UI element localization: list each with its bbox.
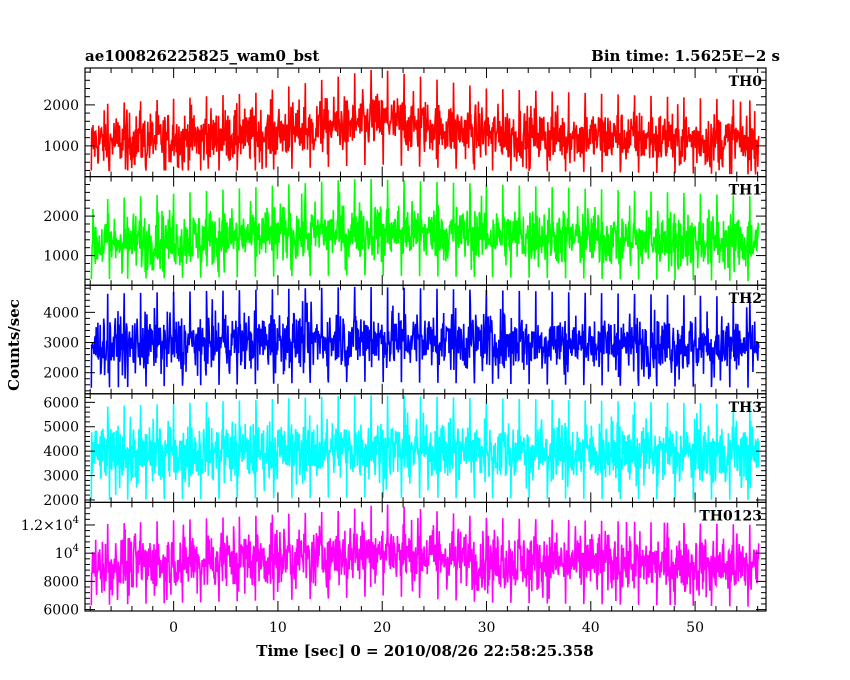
series-line-th0	[90, 69, 760, 175]
y-tick-exponent: 4	[73, 515, 79, 526]
y-tick-label: 2000	[43, 98, 79, 114]
y-tick-label: 2000	[43, 366, 79, 382]
panel-th2: 2000 3000 4000 TH2	[43, 284, 767, 395]
panel-label-th2: TH2	[729, 291, 762, 307]
plot-title-left: ae100826225825_wam0_bst	[85, 47, 319, 65]
panel-label-th0123: TH0123	[699, 508, 762, 524]
y-tick-label: 2000	[43, 209, 79, 225]
x-tick-label: 20	[373, 620, 391, 636]
y-tick-label: 6000	[43, 395, 79, 411]
series-line-th3	[90, 395, 760, 501]
y-axis-label: Counts/sec	[5, 299, 23, 391]
y-tick-label: 3000	[43, 469, 79, 485]
y-tick-label: 6000	[43, 603, 79, 619]
x-axis-label: Time [sec] 0 = 2010/08/26 22:58:25.358	[256, 642, 593, 660]
panel-th0: 1000 2000 TH0	[43, 67, 767, 178]
series-line-th2	[90, 286, 760, 388]
y-tick-label: 1000	[43, 249, 79, 265]
y-tick-label: 4000	[43, 305, 79, 321]
y-tick-label: 104	[55, 543, 79, 562]
panel-th3: 2000 3000 4000 5000 6000 TH3	[43, 393, 767, 509]
panel-th1: 1000 2000 TH1	[43, 176, 767, 286]
panel-frame	[84, 501, 767, 612]
y-tick-label: 2000	[43, 493, 79, 509]
panel-label-th0: TH0	[729, 74, 763, 90]
y-tick-label: 5000	[43, 420, 79, 436]
y-tick-label: 1000	[43, 139, 79, 155]
y-tick-label: 3000	[43, 336, 79, 352]
panels-group: 10002000TH010002000TH1200030004000TH2200…	[21, 67, 767, 636]
panel-th0123: 6000 8000 104 1.2×104 TH0123	[21, 501, 767, 619]
plot-title-right: Bin time: 1.5625E−2 s	[591, 47, 780, 65]
y-tick-exponent: 4	[73, 543, 79, 554]
x-tick-label: 30	[478, 620, 496, 636]
y-tick-label: 1.2×104	[21, 515, 79, 534]
y-tick-label: 4000	[43, 444, 79, 460]
x-tick-label: 10	[269, 620, 287, 636]
panel-label-th1: TH1	[729, 183, 762, 199]
x-tick-label: 40	[582, 620, 600, 636]
panel-label-th3: TH3	[729, 400, 762, 416]
series-line-th1	[90, 178, 760, 282]
y-tick-label: 8000	[43, 574, 79, 590]
x-tick-label: 50	[686, 620, 704, 636]
x-tick-label: 0	[169, 620, 178, 636]
series-line-th0123	[90, 504, 760, 607]
